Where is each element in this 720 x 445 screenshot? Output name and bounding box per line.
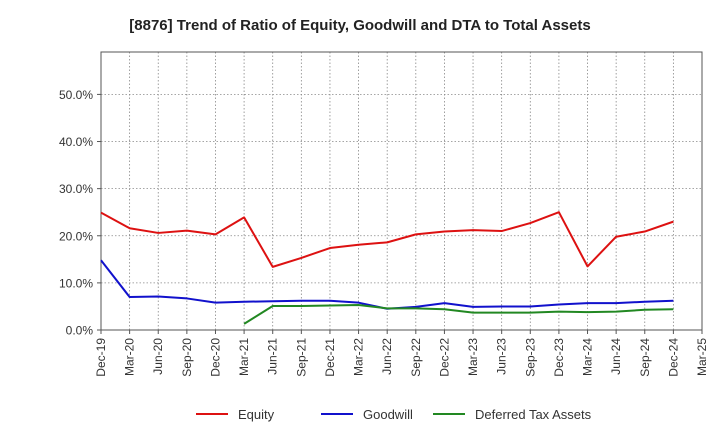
legend-label-equity: Equity	[238, 407, 275, 422]
plot-frame	[100, 51, 703, 331]
y-tick-label: 50.0%	[59, 88, 93, 102]
chart-title: [8876] Trend of Ratio of Equity, Goodwil…	[129, 17, 590, 34]
x-tick-label: Jun-21	[266, 338, 280, 375]
y-tick-label: 0.0%	[66, 324, 94, 338]
x-tick-label: Sep-24	[638, 338, 652, 377]
plot-border	[100, 51, 703, 331]
series-line-equity	[100, 211, 674, 268]
x-tick-label: Sep-20	[180, 338, 194, 377]
x-tick-label: Mar-24	[581, 338, 595, 376]
legend-label-goodwill: Goodwill	[363, 407, 413, 422]
x-tick-label: Jun-24	[609, 338, 623, 375]
x-tick-label: Dec-19	[94, 338, 108, 377]
y-tick-label: 30.0%	[59, 182, 93, 196]
x-tick-label: Dec-20	[208, 338, 222, 377]
grid	[101, 52, 702, 330]
series	[100, 211, 674, 325]
series-line-deferred-tax-assets	[243, 304, 674, 325]
x-tick-label: Mar-21	[237, 338, 251, 376]
x-tick-label: Dec-24	[666, 338, 680, 377]
legend-label-deferred-tax-assets: Deferred Tax Assets	[475, 407, 592, 422]
x-tick-label: Dec-22	[437, 338, 451, 377]
y-tick-label: 20.0%	[59, 229, 93, 243]
x-tick-label: Dec-23	[552, 338, 566, 377]
x-tick-label: Sep-23	[523, 338, 537, 377]
x-tick-label: Sep-22	[409, 338, 423, 377]
x-tick-label: Jun-22	[380, 338, 394, 375]
x-tick-label: Mar-23	[466, 338, 480, 376]
x-tick-label: Sep-21	[294, 338, 308, 377]
x-tick-label: Mar-22	[352, 338, 366, 376]
x-tick-label: Mar-25	[695, 338, 709, 376]
x-tick-label: Jun-23	[495, 338, 509, 375]
y-tick-label: 10.0%	[59, 276, 93, 290]
x-tick-label: Dec-21	[323, 338, 337, 377]
y-axis: 0.0% 10.0% 20.0% 30.0% 40.0% 50.0%	[59, 88, 101, 338]
y-tick-label: 40.0%	[59, 135, 93, 149]
x-tick-label: Mar-20	[123, 338, 137, 376]
legend: Equity Goodwill Deferred Tax Assets	[196, 407, 592, 422]
x-axis: Dec-19 Mar-20 Jun-20 Sep-20 Dec-20 Mar-21 Jun-…	[94, 330, 709, 377]
x-tick-label: Jun-20	[151, 338, 165, 375]
